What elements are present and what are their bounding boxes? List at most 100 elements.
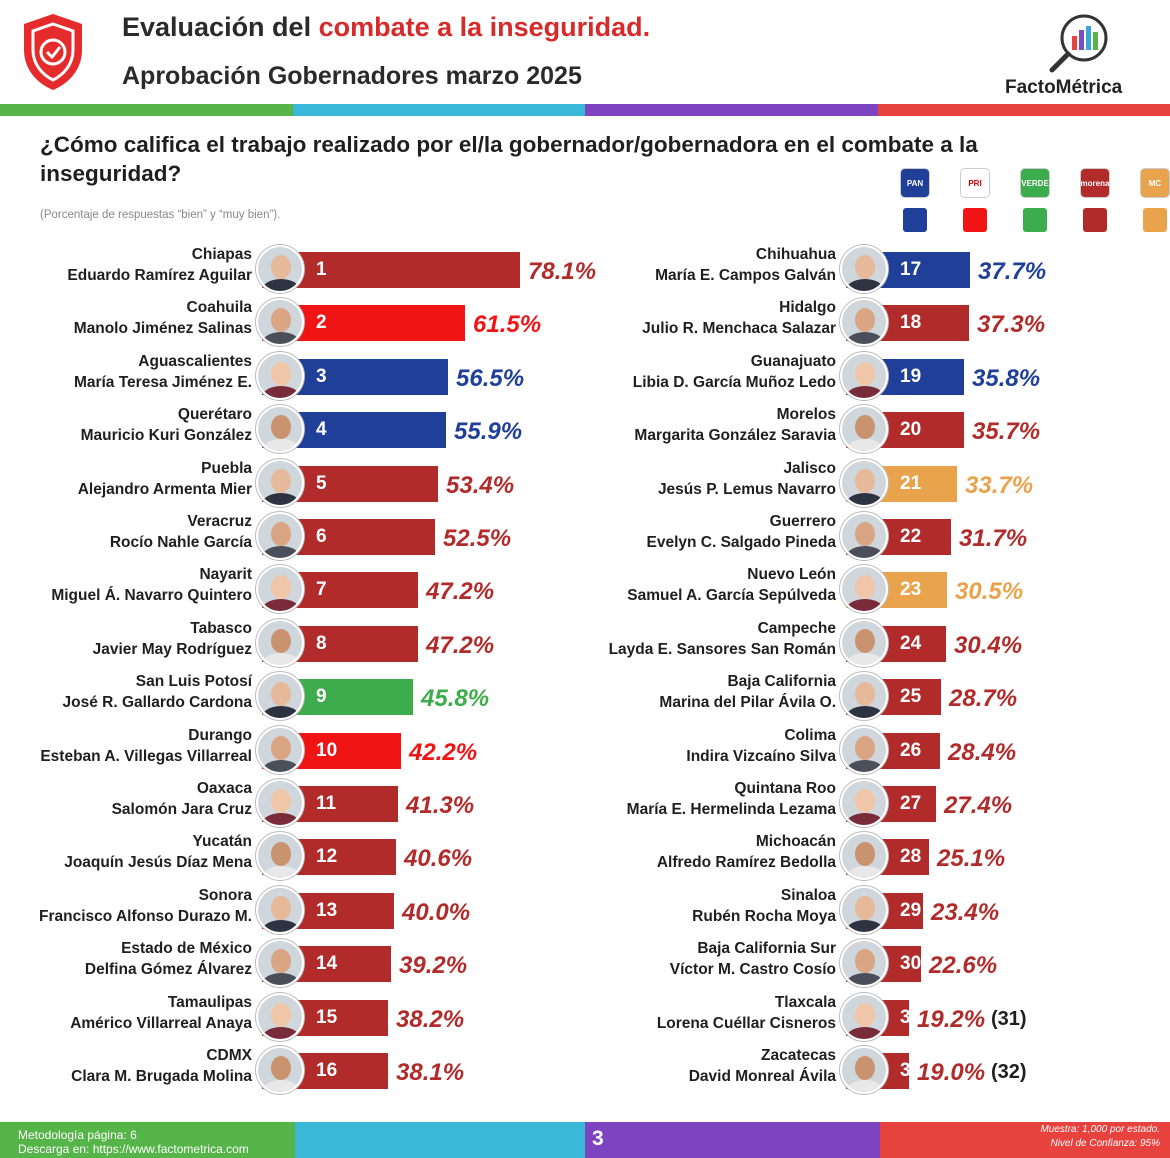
- governor-photo: [256, 672, 304, 721]
- value-label: 38.2%: [396, 1005, 465, 1033]
- photo-face: [271, 682, 291, 707]
- governor-photo: [256, 351, 304, 400]
- governor-name: Eduardo Ramírez Aguilar: [67, 267, 252, 284]
- governor-name: Indira Vizcaíno Silva: [686, 747, 836, 765]
- governor-label: Guanajuato Libia D. García Muñoz Ledo: [0, 352, 836, 402]
- photo-face: [855, 682, 875, 707]
- rank-number: 7: [316, 579, 327, 601]
- value-label: 40.0%: [402, 898, 471, 926]
- governor-row: CDMX Clara M. Brugada Molina 16 38.1%: [0, 1046, 1170, 1096]
- governor-row: Tabasco Javier May Rodríguez 8 47.2%: [0, 618, 1170, 669]
- value-label: 37.3%: [977, 311, 1046, 339]
- governor-name: Jesús P. Lemus Navarro: [657, 480, 836, 498]
- photo-body: [262, 919, 300, 932]
- governor-name: Rubén Rocha Moya: [692, 907, 836, 925]
- value-label: 52.5%: [443, 525, 512, 552]
- governor-photo: [256, 405, 304, 454]
- value-label: 55.9%: [454, 418, 523, 446]
- photo-body: [846, 599, 884, 612]
- governor-name: Rocío Nahle García: [109, 534, 252, 551]
- photo-face: [855, 842, 875, 867]
- rank-number: 20: [900, 419, 922, 441]
- rank-number: 31: [900, 1006, 922, 1028]
- governor-row: Colima Indira Vizcaíno Silva 26 28.4%: [0, 725, 1170, 776]
- governor-photo: [840, 779, 888, 827]
- state-name: Puebla: [201, 459, 252, 477]
- photo-face: [271, 415, 291, 440]
- governor-photo: [840, 939, 888, 988]
- photo-body: [846, 866, 884, 879]
- governor-name: Miguel Á. Navarro Quintero: [51, 587, 252, 605]
- governor-photo: [840, 992, 888, 1041]
- rank-number: 3: [316, 365, 327, 387]
- governor-label: Querétaro Mauricio Kuri González: [0, 405, 252, 455]
- governor-row: Zacatecas David Monreal Ávila 32 19.0% (32): [0, 1046, 1170, 1096]
- governor-row: Morelos Margarita González Saravia 20 35.7%: [0, 405, 1170, 455]
- governor-name: Víctor M. Castro Cosío: [669, 961, 836, 979]
- photo-face: [271, 789, 291, 813]
- photo-body: [846, 546, 884, 558]
- photo-body: [846, 973, 884, 986]
- photo-face: [855, 308, 875, 333]
- governor-photo: [256, 245, 304, 293]
- photo-body: [262, 332, 300, 345]
- governor-label: Nuevo León Samuel A. García Sepúlveda: [0, 565, 836, 615]
- photo-face: [855, 949, 875, 974]
- governor-label: Chihuahua María E. Campos Galván: [0, 245, 836, 295]
- value-label: 23.4%: [931, 898, 1000, 926]
- governor-label: Tabasco Javier May Rodríguez: [0, 619, 252, 669]
- confidence-text: Nivel de Confianza: 95%: [1050, 1138, 1160, 1149]
- value-label: 25.1%: [937, 845, 1006, 873]
- rank-number: 17: [900, 259, 922, 280]
- governor-row: Baja California Sur Víctor M. Castro Cosí…: [0, 939, 1170, 989]
- governor-label: Aguascalientes María Teresa Jiménez E.: [0, 352, 252, 402]
- party-swatch-pan: [903, 208, 927, 232]
- governor-name: Javier May Rodríguez: [92, 640, 252, 658]
- state-name: Veracruz: [187, 513, 252, 530]
- governor-label: Estado de México Delfina Gómez Álvarez: [0, 939, 252, 989]
- rank-number: 1: [316, 259, 327, 280]
- governor-name: Delfina Gómez Álvarez: [84, 961, 252, 979]
- photo-body: [262, 599, 300, 612]
- photo-face: [271, 1056, 291, 1080]
- governor-row: Guanajuato Libia D. García Muñoz Ledo 19 35…: [0, 351, 1170, 402]
- governor-label: Tlaxcala Lorena Cuéllar Cisneros: [0, 993, 836, 1043]
- governor-row: Oaxaca Salomón Jara Cruz 11 41.3%: [0, 779, 1170, 829]
- governor-photo: [840, 1046, 888, 1094]
- photo-face: [271, 895, 291, 920]
- governor-photo: [256, 618, 304, 667]
- governor-label: Chiapas Eduardo Ramírez Aguilar: [0, 245, 252, 295]
- governor-name: Lorena Cuéllar Cisneros: [656, 1014, 836, 1032]
- governor-name: Francisco Alfonso Durazo M.: [38, 907, 252, 925]
- rank-number: 5: [316, 472, 327, 494]
- photo-face: [271, 1002, 291, 1027]
- brand-name: FactoMétrica: [1005, 77, 1123, 98]
- rank-number: 11: [316, 793, 337, 814]
- governor-label: CDMX Clara M. Brugada Molina: [0, 1046, 252, 1096]
- value-label: 78.1%: [528, 258, 597, 285]
- party-logo-mc: MC: [1140, 168, 1170, 198]
- download-link[interactable]: Descarga en: https://www.factometrica.co…: [18, 1142, 249, 1156]
- photo-body: [846, 813, 884, 825]
- value-label: 22.6%: [929, 952, 998, 980]
- rank-number: 12: [316, 846, 338, 868]
- governor-row: Sinaloa Rubén Rocha Moya 29 23.4%: [0, 885, 1170, 936]
- governor-name: María E. Hermelinda Lezama: [626, 801, 836, 818]
- governor-photo: [840, 618, 888, 667]
- photo-body: [262, 813, 300, 825]
- footer-methodology: Metodología página: 6 Descarga en: https…: [18, 1128, 249, 1156]
- rank-number: 24: [900, 632, 922, 654]
- photo-face: [855, 1002, 875, 1027]
- governor-name: José R. Gallardo Cardona: [62, 694, 253, 712]
- photo-face: [271, 255, 291, 279]
- sample-text: Muestra: 1,000 por estado.: [1040, 1124, 1160, 1135]
- governor-label: Zacatecas David Monreal Ávila: [0, 1046, 836, 1096]
- state-name: Querétaro: [177, 406, 252, 424]
- value-label: 42.2%: [409, 738, 478, 766]
- value-label: 39.2%: [399, 952, 468, 980]
- state-name: Oaxaca: [196, 780, 252, 797]
- photo-body: [262, 1026, 300, 1039]
- governor-photo: [840, 458, 888, 507]
- photo-face: [855, 415, 875, 440]
- rank-number: 22: [900, 526, 922, 547]
